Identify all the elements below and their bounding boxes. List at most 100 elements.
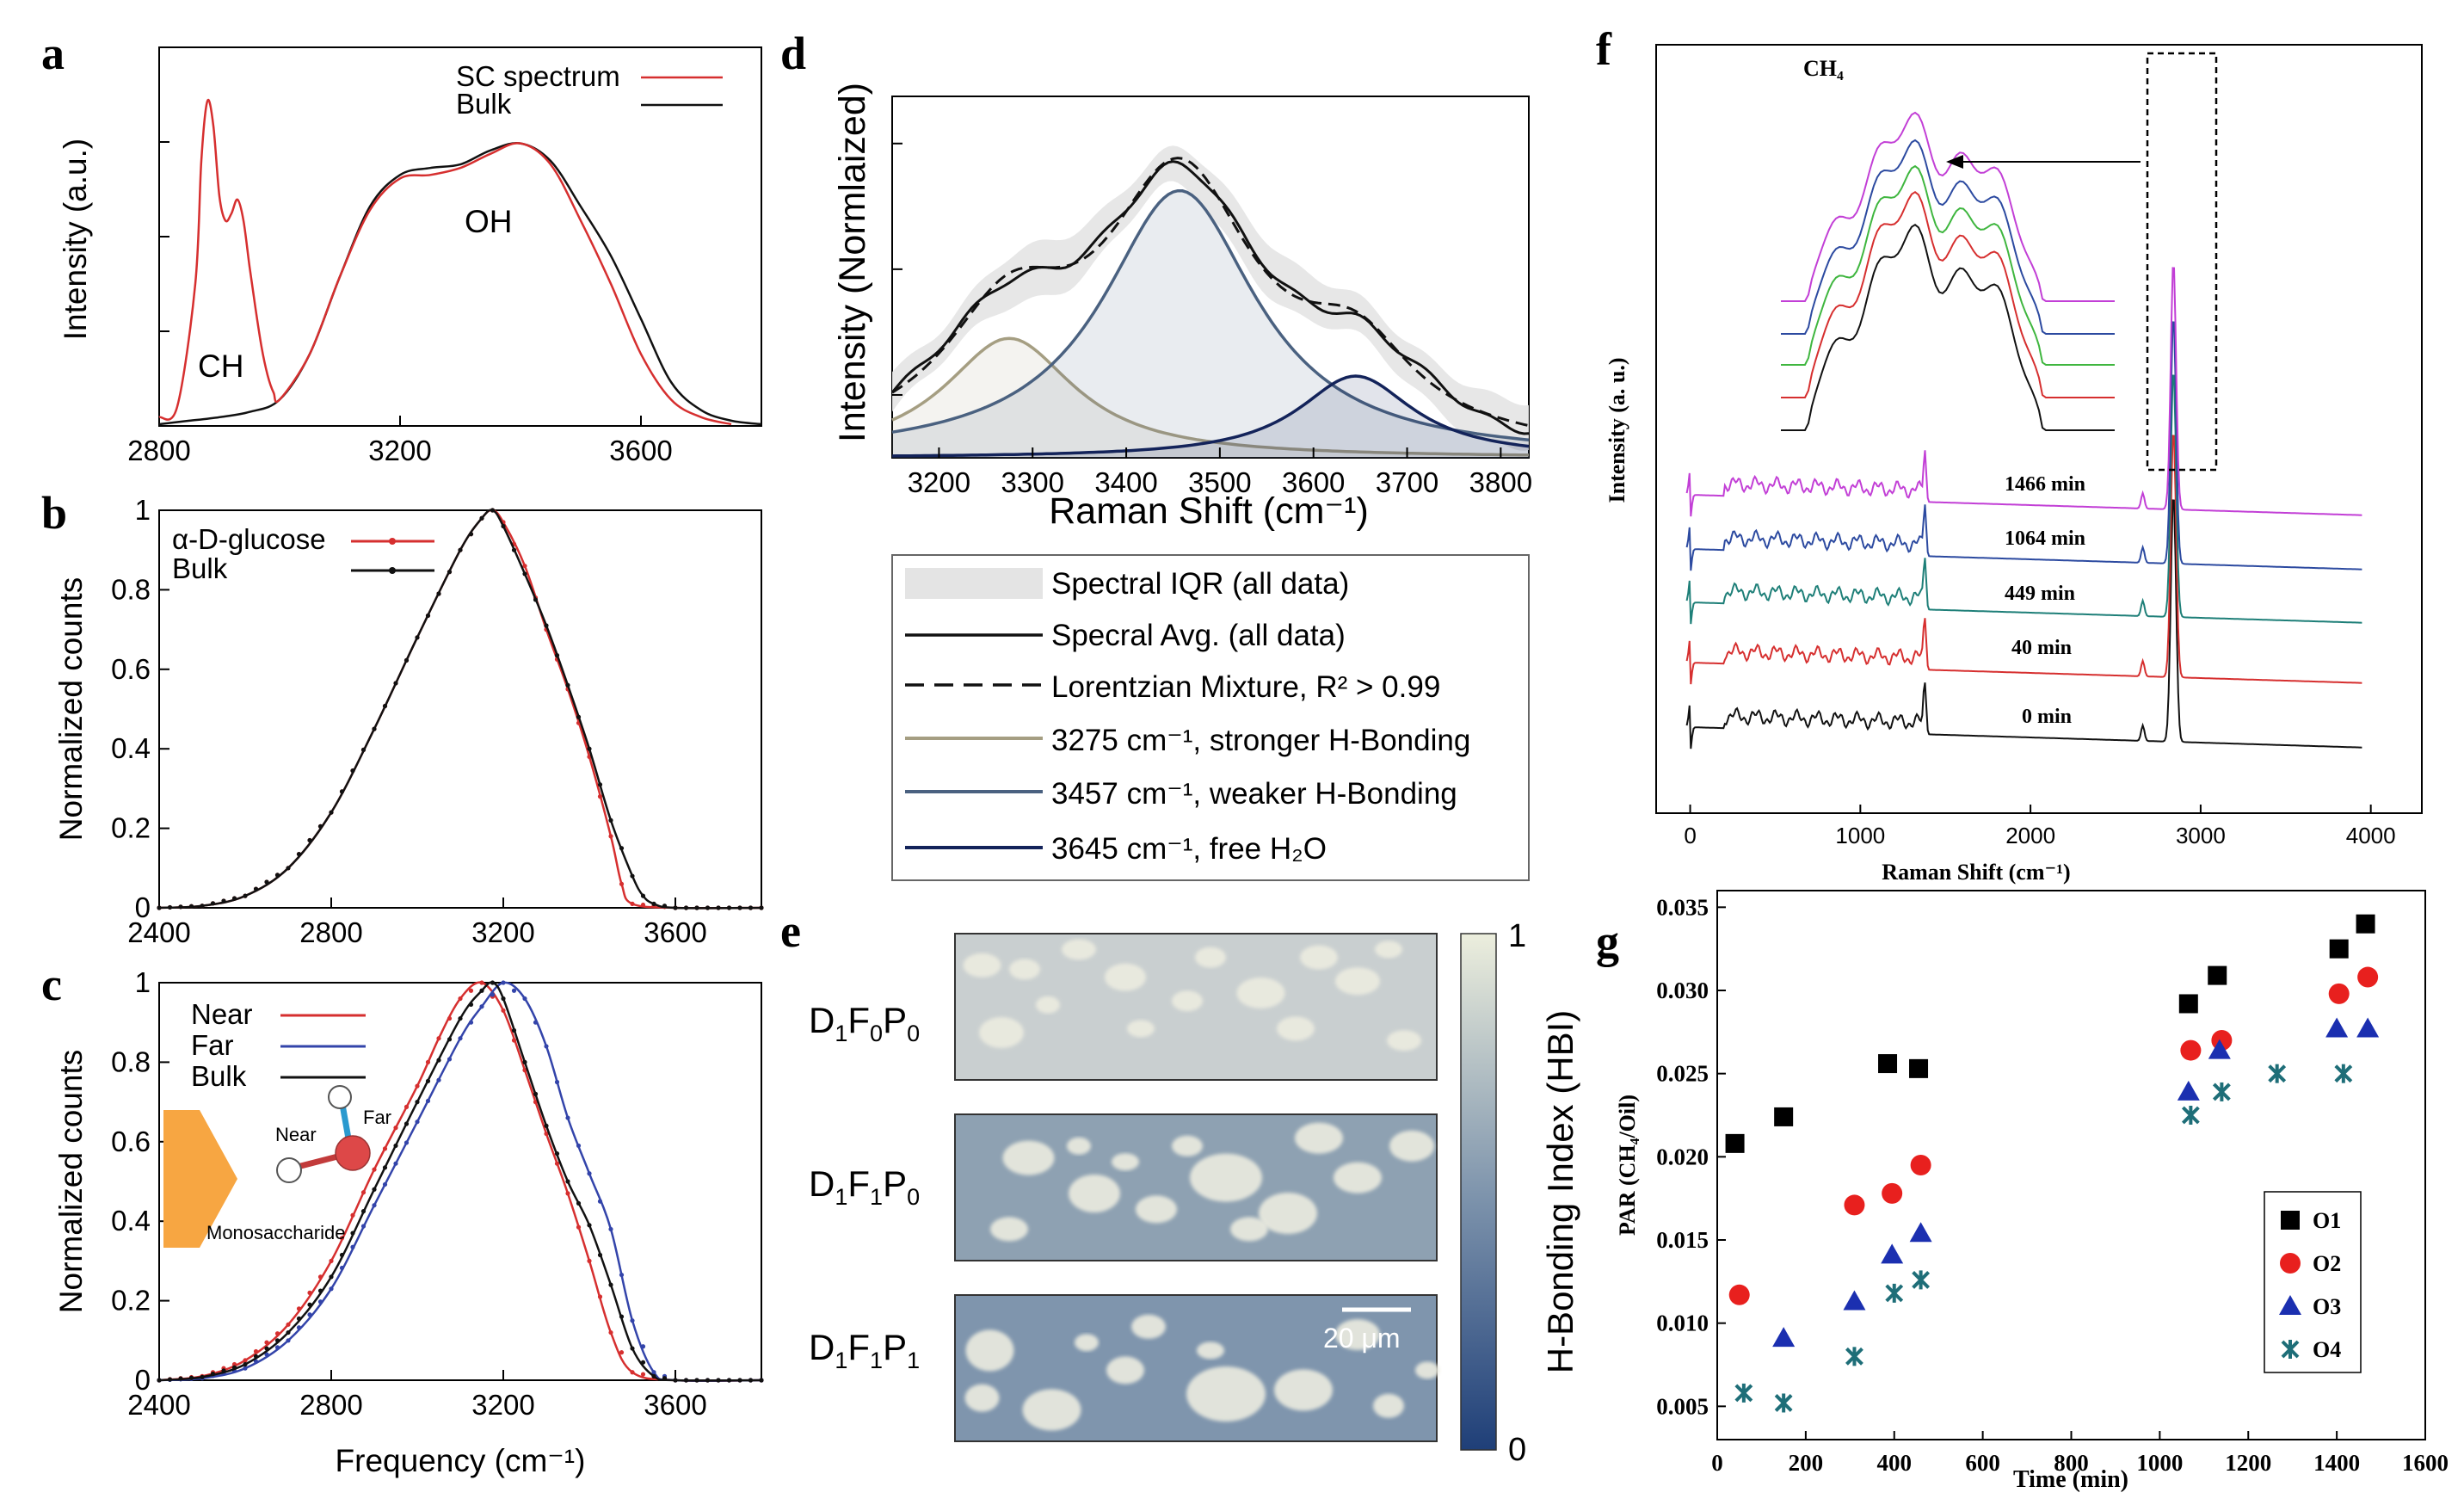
- panel-c-point: [382, 1165, 388, 1170]
- panel-c-point: [360, 1224, 367, 1229]
- panel-b-point: [393, 681, 398, 686]
- panel-g-point-o1: [1909, 1058, 1929, 1078]
- panel-g-point-o4: [2334, 1064, 2353, 1083]
- panel-c-point: [608, 1226, 613, 1232]
- panel-g-ylabel: PAR (CH₄/Oil): [1615, 1095, 1640, 1236]
- panel-g-point-o1: [2178, 994, 2198, 1014]
- panel-c-point: [705, 1378, 711, 1383]
- panel-e-droplet: [1190, 1153, 1262, 1202]
- panel-b-point: [264, 879, 269, 885]
- panel-a-chart: 2800 3200 3600 Intensity (a.u.) CH OH SC s…: [58, 46, 762, 466]
- panel-b-xtick-label-3: 3600: [644, 916, 706, 948]
- panel-c-point: [501, 1008, 506, 1013]
- panel-b-point: [619, 881, 625, 886]
- panel-b-point: [608, 834, 613, 839]
- panel-g-xtick-label-7: 1400: [2313, 1450, 2360, 1476]
- panel-c-point: [436, 1058, 441, 1063]
- panel-b-ytick-label-4: 0.8: [111, 573, 151, 605]
- panel-f-xtick-label-0: 0: [1684, 823, 1696, 848]
- panel-b-point: [522, 564, 527, 569]
- panel-g-xtick-label-2: 400: [1877, 1450, 1913, 1476]
- panel-b-point: [673, 905, 678, 910]
- panel-f-xtick-label-3: 3000: [2176, 823, 2226, 848]
- panel-g-point-o4: [1912, 1270, 1931, 1290]
- panel-e-droplet: [1195, 947, 1226, 968]
- panel-b-point: [372, 726, 377, 731]
- panel-c-point: [576, 1143, 582, 1149]
- panel-c-point: [468, 1020, 474, 1025]
- panel-c-point: [458, 996, 463, 1002]
- panel-c-point: [393, 1161, 398, 1166]
- panel-c-point: [533, 1020, 539, 1025]
- panel-c-point: [210, 1372, 216, 1377]
- panel-d-component-3: [891, 374, 1530, 458]
- panel-b-point: [253, 886, 259, 891]
- panel-c-point: [274, 1345, 280, 1350]
- panel-b-point: [286, 866, 291, 871]
- panel-c-point: [307, 1302, 312, 1307]
- panel-g-legend-label-4: O4: [2313, 1337, 2341, 1362]
- panel-g-point-o4: [1885, 1283, 1904, 1303]
- panel-g-point-o4: [1845, 1347, 1863, 1366]
- panel-c-point: [458, 1015, 463, 1021]
- panel-b-point: [748, 905, 754, 910]
- panel-b-point: [597, 794, 603, 799]
- panel-e-droplet: [1002, 1140, 1055, 1175]
- panel-b-point: [178, 904, 183, 910]
- panel-g-point-o2: [2328, 983, 2350, 1004]
- panel-b-point: [221, 898, 226, 904]
- panel-c-point: [447, 1037, 453, 1042]
- panel-e-row-label-1: D1F0P0: [809, 1000, 920, 1046]
- panel-c-point: [479, 980, 484, 985]
- panel-e-droplet: [1230, 1217, 1268, 1242]
- panel-b-point: [759, 905, 764, 910]
- panel-c-point: [630, 1346, 635, 1351]
- panel-g-xtick-label-5: 1000: [2136, 1450, 2183, 1476]
- panel-g-ytick-label-6: 0.035: [1656, 894, 1709, 920]
- panel-g-point-o2: [2180, 1039, 2202, 1061]
- panel-c-point: [597, 1294, 603, 1299]
- panel-c-point: [317, 1299, 323, 1305]
- panel-c-point: [522, 1068, 527, 1073]
- panel-f-curve-label-4: 1064 min: [2005, 527, 2085, 550]
- panel-f-frame: [1655, 44, 2423, 814]
- panel-e-droplet: [1186, 1366, 1266, 1422]
- panel-b-point: [329, 810, 334, 815]
- panel-e-droplet: [1389, 1130, 1434, 1162]
- panel-g-point-o2: [1910, 1155, 1931, 1175]
- panel-a-legend-1: SC spectrum: [456, 60, 620, 92]
- panel-d-component-fill-2: [892, 190, 1529, 458]
- panel-e-droplet: [1274, 1369, 1333, 1411]
- panel-c-point: [576, 1200, 582, 1206]
- panel-e-droplet: [1022, 1389, 1081, 1431]
- panel-b-point: [167, 904, 173, 910]
- panel-d-xlabel: Raman Shift (cm⁻¹): [1049, 490, 1369, 532]
- panel-c-point: [522, 996, 527, 1002]
- panel-c-legend-1: Near: [191, 998, 253, 1030]
- panel-c-point: [350, 1212, 355, 1218]
- panel-g-point-o4: [1774, 1393, 1793, 1413]
- panel-a-annotation-ch: CH: [198, 348, 243, 384]
- panel-c-point: [393, 1126, 398, 1131]
- panel-g-legend-label-1: O1: [2313, 1208, 2341, 1233]
- panel-c-chart: 2400 2800 3200 3600 0 0.2 0.4 0.6 0.8 1 Normalize…: [53, 966, 764, 1478]
- panel-e-droplet: [1009, 959, 1040, 980]
- panel-c-point: [737, 1378, 742, 1383]
- panel-b-point: [716, 905, 721, 910]
- panel-c-point: [307, 1312, 312, 1317]
- panel-e-droplet: [1277, 1016, 1315, 1041]
- panel-c-point: [565, 1115, 570, 1120]
- panel-c-point: [243, 1366, 248, 1371]
- panel-d-legend-swatch-iqr: [905, 568, 1043, 599]
- panel-c-point: [307, 1290, 312, 1295]
- panel-b-point: [210, 901, 216, 906]
- panel-f-inset-5: [1781, 111, 2115, 302]
- panel-d-xtick-label-1: 3300: [1001, 466, 1064, 498]
- panel-d-ylabel: Intensity (Normlaized): [832, 83, 873, 442]
- panel-c-near-hydrogen: [276, 1157, 302, 1183]
- panel-g-legend-label-3: O3: [2313, 1294, 2341, 1319]
- panel-g-point-o2: [2357, 966, 2379, 988]
- panel-b-point: [360, 747, 367, 752]
- panel-c-point: [447, 1015, 453, 1021]
- panel-c-point: [403, 1104, 410, 1109]
